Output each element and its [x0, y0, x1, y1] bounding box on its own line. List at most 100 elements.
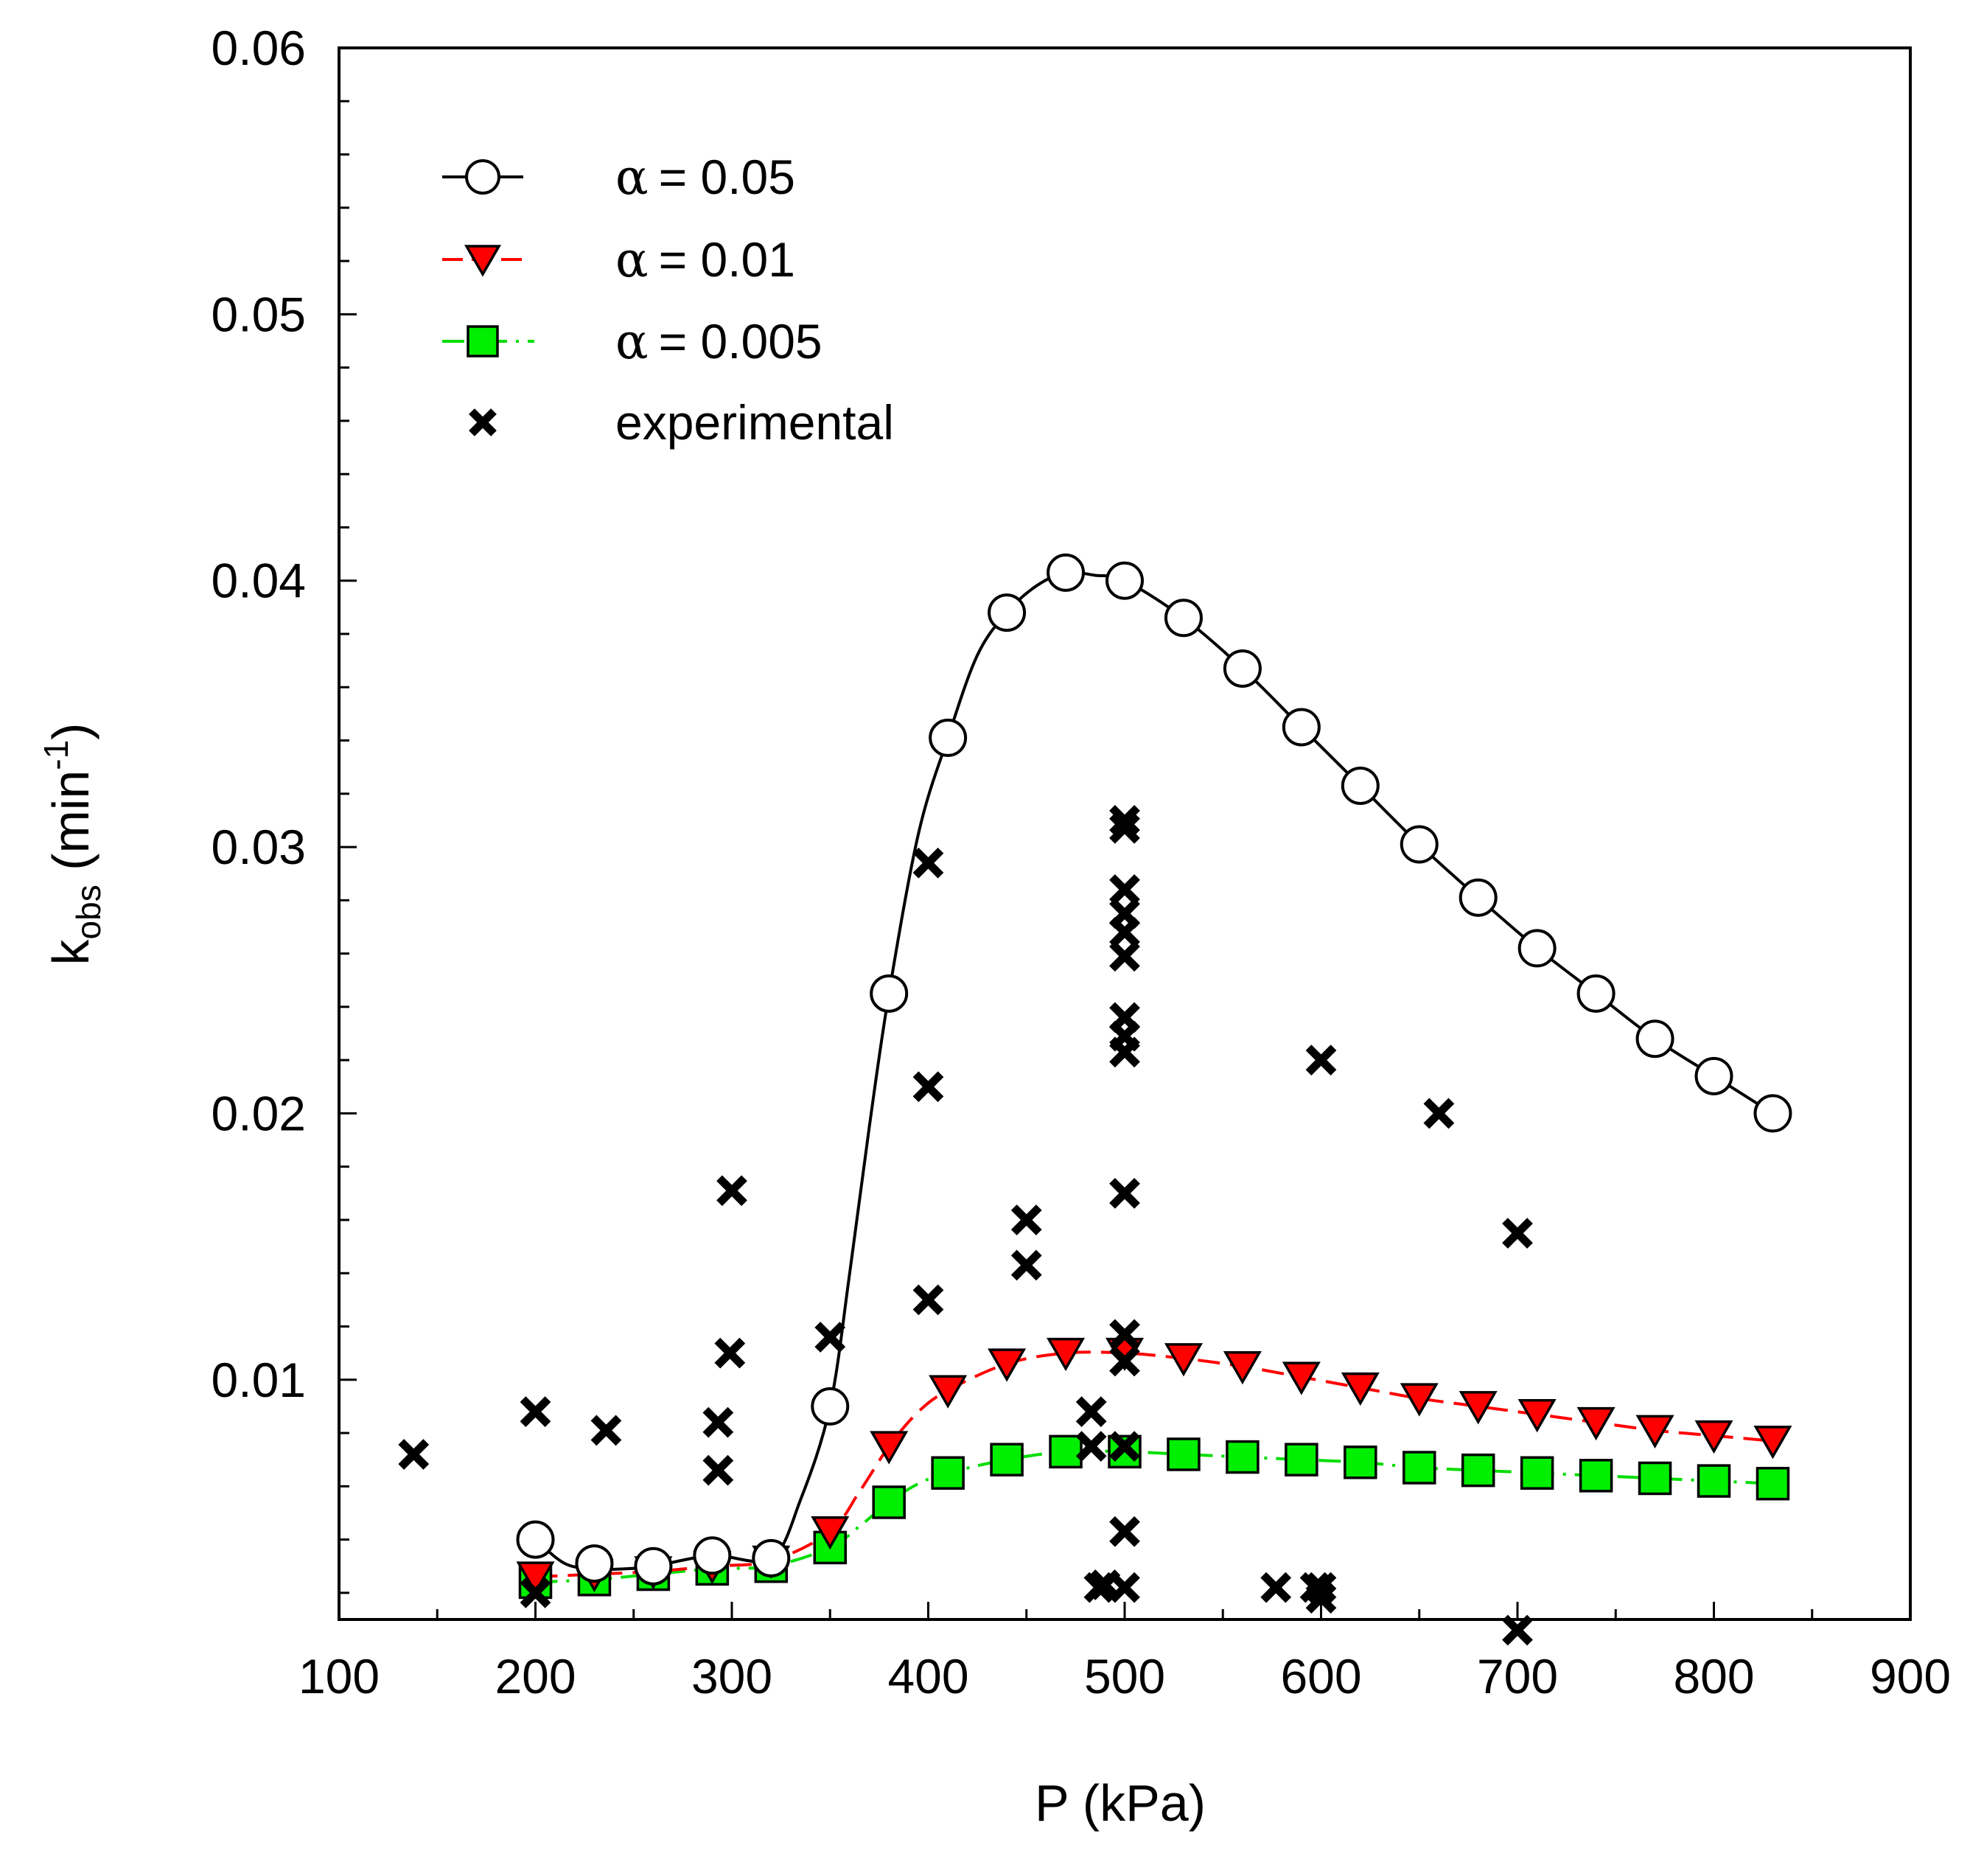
experimental-point: [590, 1415, 622, 1446]
experimental-point: [1109, 1572, 1140, 1603]
data-point-square: [1579, 1459, 1613, 1493]
legend-label-experimental: experimental: [615, 395, 894, 450]
y-axis-title-sup: -1: [37, 740, 75, 770]
experimental-point: [1109, 1177, 1140, 1209]
x-tick-label: 400: [887, 1649, 968, 1704]
experimental-point: [1305, 1045, 1337, 1076]
experimental-point: [714, 1337, 746, 1369]
data-point-circle: [1341, 766, 1380, 805]
y-tick-label: 0.02: [212, 1086, 306, 1140]
data-point-circle: [1576, 974, 1616, 1013]
experimental-point: [398, 1439, 430, 1470]
legend-entry-alpha-0005: α = 0.005: [442, 313, 822, 370]
x-tick-label: 900: [1870, 1649, 1951, 1704]
x-axis-title: P (kPa): [1035, 1774, 1206, 1832]
legend-circle-marker: [465, 159, 500, 195]
data-point-triangle: [1517, 1399, 1557, 1433]
data-point-circle: [1164, 599, 1203, 638]
data-point-circle: [929, 718, 968, 757]
experimental-point: [1109, 1431, 1140, 1462]
experimental-point: [1305, 1572, 1337, 1603]
experimental-point: [1305, 1583, 1337, 1614]
data-point-circle: [1459, 878, 1498, 917]
experimental-point: [702, 1454, 734, 1486]
x-tick-label: 800: [1673, 1649, 1754, 1704]
x-tick-label: 200: [495, 1649, 576, 1704]
y-tick-label: 0.03: [212, 820, 306, 874]
data-point-triangle: [929, 1375, 968, 1409]
data-point-circle: [1105, 561, 1144, 600]
data-point-circle: [811, 1387, 850, 1426]
experimental-point: [1502, 1218, 1533, 1249]
legend-entry-experimental: experimental: [469, 395, 894, 450]
experimental-point: [1109, 1036, 1140, 1068]
data-point-circle: [1282, 708, 1321, 747]
data-point-circle: [1753, 1094, 1792, 1133]
data-point-triangle: [1282, 1361, 1321, 1395]
data-point-square: [1285, 1443, 1318, 1476]
data-point-square: [1756, 1466, 1790, 1501]
legend-alpha-symbol: α: [615, 149, 649, 206]
legend-square-marker: [467, 325, 499, 358]
data-point-circle: [988, 593, 1027, 632]
experimental-point: [702, 1406, 734, 1438]
data-point-circle: [575, 1544, 614, 1583]
legend-label-alpha-001: = 0.01: [659, 232, 795, 287]
experimental-point: [1109, 812, 1140, 844]
data-point-circle: [1047, 553, 1086, 592]
legend: α = 0.05 α = 0.01 α = 0.005 experimental: [442, 149, 894, 450]
data-point-square: [1638, 1461, 1672, 1496]
legend-entry-alpha-001: α = 0.01: [442, 231, 795, 288]
data-point-square: [1403, 1451, 1436, 1485]
data-point-circle: [1635, 1019, 1674, 1059]
experimental-point: [912, 1071, 944, 1103]
experimental-point: [1109, 941, 1140, 972]
x-tick-label: 500: [1084, 1649, 1165, 1704]
data-point-circle: [870, 974, 909, 1013]
y-tick-labels: 0.01 0.02 0.03 0.04 0.05 0.06: [212, 21, 306, 1407]
experimental-point: [912, 1284, 944, 1316]
experimental-point: [1109, 1345, 1140, 1377]
experimental-point: [1423, 1098, 1455, 1129]
y-tick-label: 0.01: [212, 1353, 306, 1407]
data-point-circle: [693, 1536, 732, 1575]
data-point-square: [1520, 1456, 1554, 1490]
x-tick-label: 100: [298, 1649, 380, 1704]
data-point-square: [1049, 1434, 1083, 1469]
data-point-triangle: [516, 1561, 555, 1595]
data-point-square: [931, 1456, 965, 1490]
series-markers: [516, 553, 1792, 1600]
data-point-triangle: [1164, 1343, 1203, 1377]
x-tick-label: 300: [691, 1649, 772, 1704]
experimental-point: [1109, 1516, 1140, 1547]
legend-x-marker: [469, 408, 497, 436]
data-point-circle: [752, 1538, 791, 1577]
data-point-square: [872, 1485, 906, 1519]
svg-text:α= 0.005: α = 0.005: [615, 313, 822, 370]
data-point-square: [1697, 1464, 1731, 1498]
legend-label-alpha-005: = 0.05: [659, 150, 795, 204]
data-point-circle: [634, 1547, 673, 1586]
experimental-point: [1010, 1249, 1042, 1281]
legend-entry-alpha-005: α = 0.05: [442, 149, 795, 206]
data-point-triangle: [1341, 1372, 1380, 1406]
experimental-point: [1075, 1396, 1107, 1428]
data-point-triangle: [988, 1348, 1027, 1382]
experimental-point: [1502, 1614, 1533, 1646]
y-axis-title-main: k: [42, 938, 99, 965]
y-axis-title-sub: obs: [69, 885, 108, 939]
experimental-point: [1075, 1431, 1107, 1462]
x-tick-label: 700: [1477, 1649, 1558, 1704]
experimental-point: [1109, 1319, 1140, 1350]
x-tick-labels: 100 200 300 400 500 600 700 800 900: [298, 1649, 1951, 1704]
data-point-circle: [1517, 929, 1557, 968]
data-point-square: [1344, 1446, 1377, 1479]
data-point-square: [1461, 1453, 1495, 1488]
data-point-triangle: [870, 1431, 909, 1465]
y-axis-title-unit: (min: [42, 770, 99, 885]
legend-alpha-symbol: α: [615, 313, 649, 370]
data-point-circle: [1400, 825, 1439, 864]
data-point-triangle: [811, 1516, 850, 1550]
data-point-circle: [516, 1520, 555, 1559]
